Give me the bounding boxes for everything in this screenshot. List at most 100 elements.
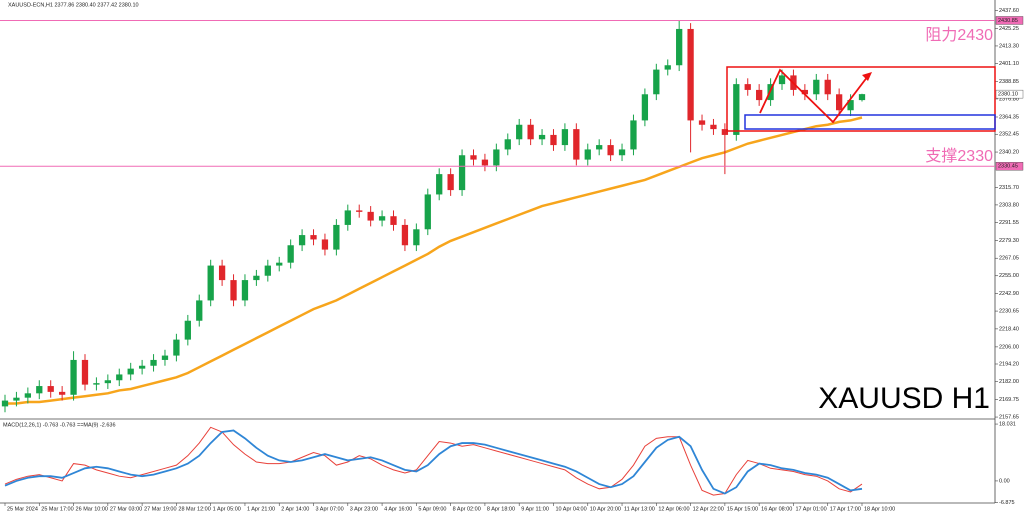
candle-body xyxy=(207,265,214,301)
pattern-arrow xyxy=(759,68,869,124)
resistance-label: 阻力2430 xyxy=(925,26,993,44)
y-tick-label: 2255.00 xyxy=(999,273,1019,279)
candle-body xyxy=(516,124,523,140)
candle-body xyxy=(447,174,454,191)
candle-body xyxy=(253,275,260,281)
range-box xyxy=(726,66,996,132)
x-tick-label: 10 Apr 20:00 xyxy=(590,506,621,512)
x-tick-label: 26 Mar 10:00 xyxy=(76,506,108,512)
candle-body xyxy=(710,124,717,130)
candle-body xyxy=(573,129,580,160)
x-tick-label: 10 Apr 04:00 xyxy=(555,506,586,512)
x-tick-label: 4 Apr 16:00 xyxy=(384,506,412,512)
price-label: 2380.10 xyxy=(998,92,1018,98)
candle-body xyxy=(356,210,363,212)
candle-body xyxy=(424,194,431,230)
candle-body xyxy=(733,84,740,135)
candle-body xyxy=(401,224,409,246)
x-tick-label: 17 Apr 01:00 xyxy=(795,506,826,512)
candle-body xyxy=(436,174,443,195)
candle-body xyxy=(778,75,786,85)
x-tick-label: 27 Mar 19:00 xyxy=(144,506,176,512)
candle-body xyxy=(698,120,706,125)
candle-body xyxy=(310,235,317,240)
x-tick-label: 11 Apr 13:00 xyxy=(624,506,655,512)
y-tick-label: 2157.65 xyxy=(999,415,1019,421)
candle-body xyxy=(127,368,134,375)
candle-body xyxy=(58,391,66,395)
y-tick-label: 2169.75 xyxy=(999,397,1019,403)
price-label-box xyxy=(995,89,1024,99)
candle-body xyxy=(1,400,9,407)
candle-body xyxy=(596,145,603,150)
candle-body xyxy=(550,134,557,146)
candle-body xyxy=(584,149,591,160)
candle-body xyxy=(138,365,146,369)
x-tick-label: 1 Apr 21:00 xyxy=(247,506,275,512)
candle-body xyxy=(744,84,751,90)
candle-body xyxy=(230,280,237,301)
candle-body xyxy=(847,100,854,111)
candle-body xyxy=(687,28,694,121)
candle-body xyxy=(481,159,489,166)
x-tick-label: 9 Apr 11:00 xyxy=(521,506,549,512)
candle-body xyxy=(676,28,683,66)
y-tick-label: 2437.60 xyxy=(999,8,1019,14)
candle-body xyxy=(801,89,809,95)
y-tick-label: 2218.40 xyxy=(999,326,1019,332)
candle-body xyxy=(298,235,306,246)
candle-body xyxy=(333,224,340,250)
price-label-box xyxy=(995,162,1024,171)
candle-body xyxy=(470,155,477,160)
candle-body xyxy=(367,211,374,221)
candle-body xyxy=(241,280,249,301)
candle-body xyxy=(161,355,169,360)
x-tick-label: 2 Apr 14:00 xyxy=(281,506,309,512)
y-tick-label: 18.031 xyxy=(999,422,1016,428)
candle-body xyxy=(13,397,20,401)
candle-body xyxy=(390,216,397,225)
y-tick-label: 2230.65 xyxy=(999,309,1019,315)
candle-body xyxy=(173,339,180,356)
plot-layer: 25 Mar 2024 25 Mar 17:00 26 Mar 10:00 27 Ma… xyxy=(0,8,1024,512)
candle-body xyxy=(756,89,763,101)
candle-body xyxy=(664,65,671,70)
candle-body xyxy=(824,79,831,95)
candle-body xyxy=(93,383,100,385)
y-tick-label: 2364.35 xyxy=(999,114,1019,120)
chart-title: XAUUSD-ECN,H1 2377.86 2380.40 2377.42 23… xyxy=(8,2,139,8)
macd-title: MACD(12,26,1) -0.763 -0.763 ==MA(9) -2.6… xyxy=(3,422,116,428)
y-tick-label: 2206.00 xyxy=(999,344,1019,350)
arrow-head xyxy=(862,72,872,81)
y-tick-label: 2315.70 xyxy=(999,185,1019,191)
y-tick-label: 2340.20 xyxy=(999,150,1019,156)
y-tick-label: 2279.30 xyxy=(999,238,1019,244)
y-tick-label: 2425.25 xyxy=(999,26,1019,32)
x-tick-label: 3 Apr 23:00 xyxy=(350,506,378,512)
y-tick-label: 2182.00 xyxy=(999,379,1019,385)
y-tick-label: 0.00 xyxy=(999,478,1010,484)
candle-body xyxy=(527,124,534,140)
candle-body xyxy=(504,139,511,150)
candle-body xyxy=(81,359,89,385)
x-tick-label: 8 Apr 02:00 xyxy=(453,506,481,512)
candle-body xyxy=(150,359,157,366)
candle-body xyxy=(287,245,294,263)
y-tick-label: 2401.10 xyxy=(999,61,1019,67)
candle-body xyxy=(630,120,637,150)
candle-body xyxy=(344,210,351,225)
y-tick-label: 2303.80 xyxy=(999,202,1019,208)
x-tick-label: 25 Mar 2024 xyxy=(7,506,38,512)
price-label: 2430.85 xyxy=(998,18,1018,24)
y-tick-label: 2242.90 xyxy=(999,291,1019,297)
candle-body xyxy=(276,262,283,266)
y-tick-label: 2376.80 xyxy=(999,96,1019,102)
x-tick-label: 3 Apr 07:00 xyxy=(316,506,344,512)
x-tick-label: 18 Apr 10:00 xyxy=(864,506,895,512)
y-tick-label: 2388.85 xyxy=(999,79,1019,85)
indicator-line xyxy=(4,426,863,496)
candle-body xyxy=(196,300,203,321)
candle-body xyxy=(493,149,500,166)
